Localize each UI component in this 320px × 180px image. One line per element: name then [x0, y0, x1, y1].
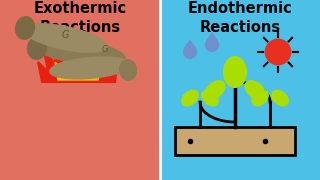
Text: Exothermic
Reactions: Exothermic Reactions: [33, 1, 127, 35]
Bar: [0, 0, 160, 180]
FancyBboxPatch shape: [175, 127, 295, 155]
Polygon shape: [38, 38, 118, 82]
Ellipse shape: [36, 39, 124, 65]
Ellipse shape: [16, 17, 34, 39]
Circle shape: [206, 39, 218, 51]
Circle shape: [184, 46, 196, 58]
Text: Endothermic
Reactions: Endothermic Reactions: [188, 1, 292, 35]
Ellipse shape: [224, 57, 246, 87]
Ellipse shape: [245, 81, 265, 99]
Ellipse shape: [202, 91, 218, 105]
Ellipse shape: [182, 91, 198, 105]
Ellipse shape: [120, 60, 136, 80]
Polygon shape: [185, 41, 196, 49]
Polygon shape: [206, 34, 218, 42]
Ellipse shape: [272, 91, 288, 105]
Text: G: G: [102, 46, 108, 55]
Ellipse shape: [252, 91, 268, 105]
Ellipse shape: [50, 57, 130, 78]
Bar: [160, 0, 320, 180]
Circle shape: [266, 40, 290, 64]
Text: G: G: [61, 30, 69, 40]
Ellipse shape: [23, 24, 107, 52]
Ellipse shape: [28, 37, 46, 59]
Polygon shape: [55, 50, 100, 80]
Ellipse shape: [205, 81, 225, 99]
